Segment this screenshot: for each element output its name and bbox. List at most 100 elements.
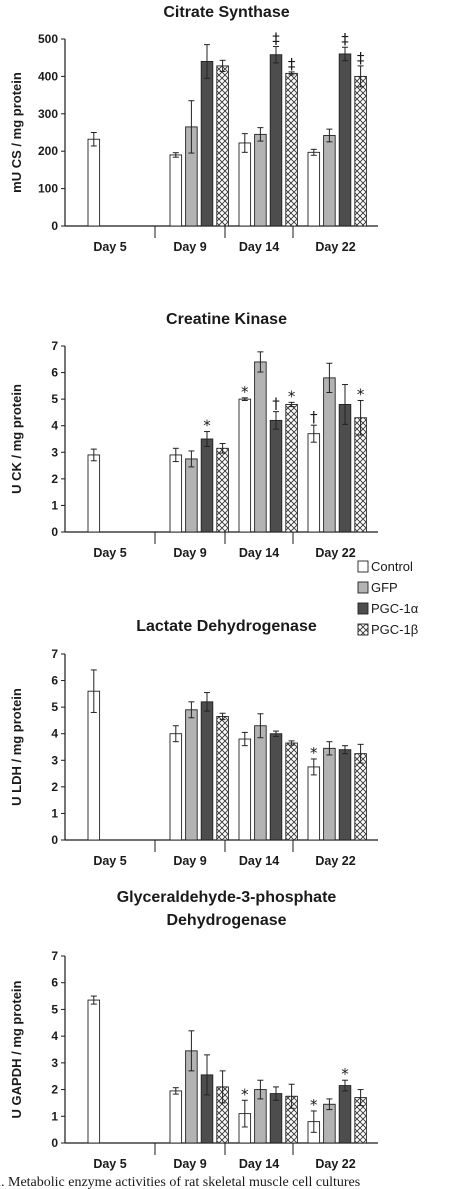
y-tick-label: 2 <box>51 1083 58 1097</box>
y-tick-label: 1 <box>51 1109 58 1123</box>
y-tick-label: 2 <box>51 780 58 794</box>
x-tick-label: Day 22 <box>315 240 355 254</box>
y-tick-label: 6 <box>51 976 58 990</box>
y-tick-label: 0 <box>51 1136 58 1150</box>
bar-control-day5 <box>87 138 101 227</box>
significance-marker: * <box>341 1065 349 1083</box>
legend-label-2: GFP <box>371 580 398 595</box>
x-tick-label: Day 14 <box>239 1157 279 1171</box>
y-tick-label: 3 <box>51 1056 58 1070</box>
y-tick-label: 7 <box>51 339 58 353</box>
y-tick-label: 5 <box>51 392 58 406</box>
chart-title: Lactate Dehydrogenase <box>136 618 317 635</box>
bar-control-day14 <box>238 398 252 533</box>
x-tick-label: Day 5 <box>93 854 126 868</box>
bar-gfp-day14 <box>254 725 267 841</box>
bar-pgc1-day14 <box>285 742 298 841</box>
y-tick-label: 4 <box>51 1029 58 1043</box>
x-tick-label: Day 5 <box>93 240 126 254</box>
y-tick-label: 3 <box>51 753 58 767</box>
significance-marker: ‡ <box>341 30 349 48</box>
y-tick-label: 1 <box>51 806 58 820</box>
bar-gfp-day9 <box>185 458 198 533</box>
y-tick-label: 100 <box>38 182 58 196</box>
bar-pgc1-day14 <box>269 54 283 227</box>
y-tick-label: 0 <box>51 219 58 233</box>
bar-control-day5 <box>87 690 101 841</box>
chart-title: Creatine Kinase <box>166 311 287 328</box>
x-tick-label: Day 14 <box>239 240 279 254</box>
bar-control-day9 <box>169 154 183 227</box>
y-tick-label: 6 <box>51 674 58 688</box>
x-tick-label: Day 5 <box>93 546 126 560</box>
bar-pgc1-day22 <box>338 749 352 841</box>
chart-panel-2: Creatine Kinase 0 1 2 3 4 5 6 7 U CK / mg protein… <box>9 311 378 560</box>
significance-marker: † <box>310 408 318 426</box>
bar-pgc1-day14 <box>269 1093 283 1144</box>
bar-pgc1-day9 <box>216 715 229 841</box>
significance-marker: * <box>310 744 318 762</box>
y-tick-label: 7 <box>51 949 58 963</box>
significance-marker: * <box>241 1085 249 1103</box>
y-tick-label: 500 <box>38 32 58 46</box>
x-tick-label: Day 9 <box>173 854 206 868</box>
x-tick-label: Day 14 <box>239 854 279 868</box>
y-tick-label: 6 <box>51 366 58 380</box>
bar-pgc1-day9 <box>200 701 214 841</box>
bar-pgc1-day22 <box>354 75 367 227</box>
legend-label-3: PGC-1α <box>371 601 419 616</box>
y-tick-label: 400 <box>38 69 58 83</box>
bar-pgc1-day14 <box>285 72 298 227</box>
y-tick-label: 300 <box>38 107 58 121</box>
significance-marker: * <box>241 383 249 401</box>
x-tick-label: Day 22 <box>315 546 355 560</box>
significance-marker: * <box>310 1096 318 1114</box>
bar-gfp-day22 <box>323 135 336 227</box>
x-tick-label: Day 22 <box>315 854 355 868</box>
bar-pgc1-day9 <box>216 65 229 227</box>
y-tick-label: 3 <box>51 445 58 459</box>
chart-title: Glyceraldehyde-3-phosphate <box>117 889 337 906</box>
bar-control-day14 <box>238 738 252 841</box>
bar-gfp-day9 <box>185 709 198 841</box>
bar-pgc1-day14 <box>269 419 283 533</box>
legend-swatch-2 <box>357 581 369 594</box>
bar-pgc1-day9 <box>200 438 214 533</box>
significance-marker: ‡ <box>357 49 365 67</box>
bar-control-day22 <box>307 766 321 841</box>
bar-gfp-day22 <box>323 747 336 841</box>
significance-marker: ‡ <box>272 29 280 47</box>
chart-title: Citrate Synthase <box>163 4 289 21</box>
x-tick-label: Day 9 <box>173 546 206 560</box>
bar-pgc1-day22 <box>338 1085 352 1144</box>
y-tick-label: 5 <box>51 700 58 714</box>
chart-panel-1: Citrate Synthase 0 100 200 300 400 500 mU CS / … <box>9 4 378 254</box>
y-tick-label: 5 <box>51 1002 58 1016</box>
bar-control-day9 <box>169 454 183 533</box>
x-tick-label: Day 14 <box>239 546 279 560</box>
y-tick-label: 200 <box>38 144 58 158</box>
x-tick-label: Day 22 <box>315 1157 355 1171</box>
x-tick-label: Day 9 <box>173 240 206 254</box>
y-tick-label: 0 <box>51 525 58 539</box>
significance-marker: ‡ <box>288 55 296 73</box>
bar-gfp-day22 <box>323 377 336 533</box>
bar-pgc1-day22 <box>354 753 367 841</box>
significance-marker: * <box>357 385 365 403</box>
y-tick-label: 0 <box>51 833 58 847</box>
y-tick-label: 7 <box>51 647 58 661</box>
bar-gfp-day14 <box>254 133 267 227</box>
legend: Control GFP PGC-1α PGC-1β <box>357 559 419 637</box>
legend-swatch-4 <box>357 623 369 636</box>
x-tick-label: Day 9 <box>173 1157 206 1171</box>
bar-pgc1-day14 <box>285 404 298 533</box>
y-axis-label: mU CS / mg protein <box>9 72 24 193</box>
bar-control-day22 <box>307 433 321 533</box>
figure-caption: 2. Metabolic enzyme activities of rat sk… <box>0 1175 360 1189</box>
bar-gfp-day14 <box>254 361 267 533</box>
y-tick-label: 4 <box>51 419 58 433</box>
bar-control-day5 <box>87 999 101 1144</box>
y-tick-label: 2 <box>51 472 58 486</box>
